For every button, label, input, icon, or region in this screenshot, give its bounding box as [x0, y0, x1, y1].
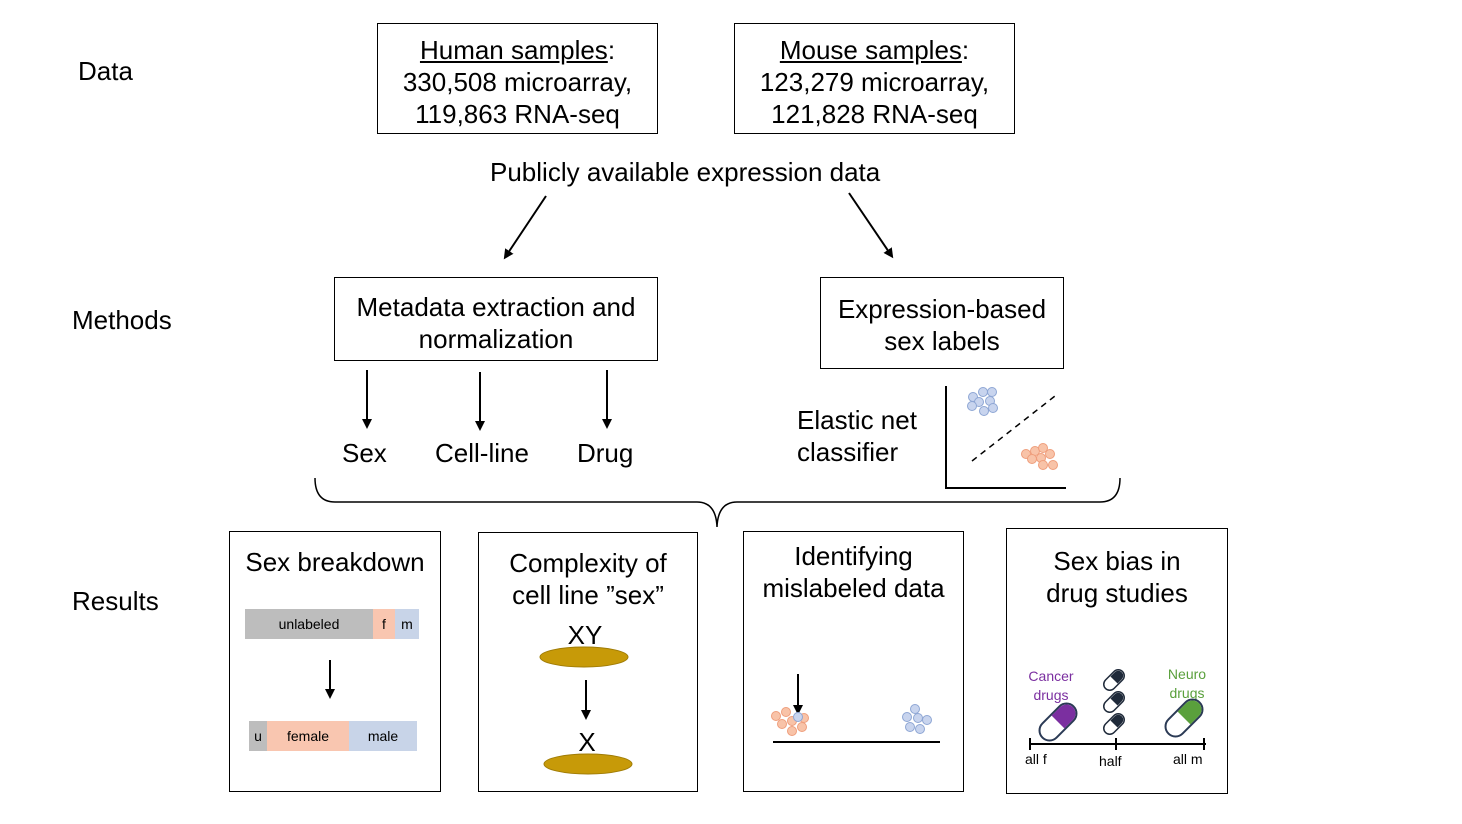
- pill-icon: [1103, 691, 1125, 713]
- classifier-line1: Elastic net: [797, 405, 917, 435]
- mislabeled-data-box: Identifying mislabeled data: [743, 531, 964, 792]
- x-ellipse: [543, 753, 633, 775]
- bar-unlabeled: unlabeled: [245, 609, 373, 639]
- mislabeled-title: Identifying mislabeled data: [744, 540, 963, 604]
- output-sex: Sex: [342, 438, 387, 468]
- mouse-samples-line2: 121,828 RNA-seq: [771, 99, 978, 129]
- mouse-samples-box: Mouse samples: 123,279 microarray, 121,8…: [734, 23, 1015, 134]
- human-samples-line2: 119,863 RNA-seq: [415, 99, 620, 129]
- row-label-results: Results: [72, 586, 159, 616]
- cell-line-title-line2: cell line ”sex”: [512, 580, 664, 610]
- pill-icon: [1103, 669, 1125, 691]
- output-cell-line: Cell-line: [435, 438, 529, 468]
- cancer-drugs-label: Cancer drugs: [1021, 667, 1081, 705]
- results-brace: [314, 477, 1121, 528]
- drug-bias-box: Sex bias in drug studies Cancer drugs Ne…: [1006, 528, 1228, 794]
- axis-label-half: half: [1099, 753, 1122, 769]
- cancer-drug-pill-icon: [1038, 702, 1078, 742]
- classifier-plot: [945, 386, 1066, 489]
- expression-box-line2: sex labels: [884, 326, 1000, 356]
- human-samples-box: Human samples: 330,508 microarray, 119,8…: [377, 23, 658, 134]
- metadata-extraction-box: Metadata extraction and normalization: [334, 277, 658, 361]
- mislabeled-male-point: [793, 712, 803, 722]
- male-cluster: [967, 387, 998, 416]
- drug-bias-title-line1: Sex bias in: [1053, 546, 1181, 576]
- mouse-samples-line1: 123,279 microarray,: [759, 67, 990, 97]
- human-samples-colon: :: [607, 35, 616, 65]
- cell-line-title-line1: Complexity of: [509, 548, 667, 578]
- expression-based-labels-box: Expression-based sex labels: [820, 277, 1064, 369]
- mislabeled-female-cluster: [771, 707, 809, 736]
- axis-label-all-m: all m: [1173, 751, 1203, 767]
- mouse-samples-title: Mouse samples: [779, 35, 962, 65]
- classifier-label: Elastic net classifier: [797, 404, 917, 468]
- human-samples-title: Human samples: [419, 35, 608, 65]
- mislabeled-male-cluster: [902, 704, 932, 734]
- bar-male-small: m: [395, 609, 419, 639]
- drug-bias-plot: [1029, 669, 1206, 750]
- neuro-drugs-line2: drugs: [1169, 685, 1205, 701]
- metadata-box-line2: normalization: [418, 324, 574, 354]
- sex-breakdown-title: Sex breakdown: [245, 547, 425, 577]
- row-label-data: Data: [78, 56, 133, 86]
- drug-bias-title: Sex bias in drug studies: [1007, 545, 1227, 609]
- sex-breakdown-box: Sex breakdown unlabeled f m u female mal…: [229, 531, 441, 792]
- neuro-drug-pill-icon: [1164, 698, 1204, 738]
- bar-female: female: [267, 721, 349, 751]
- arrow-to-expression-labels: [848, 192, 894, 259]
- classifier-line2: classifier: [797, 437, 899, 467]
- neuro-drugs-label: Neuro drugs: [1157, 665, 1217, 703]
- cell-line-title: Complexity of cell line ”sex”: [479, 547, 697, 611]
- pill-icon: [1103, 713, 1125, 735]
- human-samples-line1: 330,508 microarray,: [402, 67, 633, 97]
- female-cluster: [1021, 443, 1058, 470]
- cancer-drugs-line1: Cancer: [1028, 668, 1074, 684]
- mislabeled-plot: [771, 674, 940, 743]
- chromosome-xy-label: XY: [567, 620, 603, 650]
- xy-ellipse: [539, 646, 629, 668]
- chromosome-x-label: X: [578, 727, 596, 757]
- metadata-box-line1: Metadata extraction and: [356, 292, 636, 322]
- neuro-drugs-line1: Neuro: [1167, 666, 1207, 682]
- expression-data-caption: Publicly available expression data: [490, 157, 881, 187]
- arrow-to-metadata: [503, 195, 547, 260]
- bar-male: male: [349, 721, 417, 751]
- expression-box-line1: Expression-based: [837, 294, 1047, 324]
- drug-bias-title-line2: drug studies: [1046, 578, 1188, 608]
- mislabeled-title-line2: mislabeled data: [762, 573, 945, 603]
- cancer-drugs-line2: drugs: [1033, 687, 1069, 703]
- row-label-methods: Methods: [72, 305, 172, 335]
- classifier-axes: [945, 386, 1066, 489]
- output-drug: Drug: [577, 438, 634, 468]
- bar-unlabeled-small: u: [249, 721, 267, 751]
- bar-female-small: f: [373, 609, 395, 639]
- axis-label-all-f: all f: [1025, 751, 1047, 767]
- mouse-samples-colon: :: [961, 35, 970, 65]
- mislabeled-title-line1: Identifying: [794, 541, 913, 571]
